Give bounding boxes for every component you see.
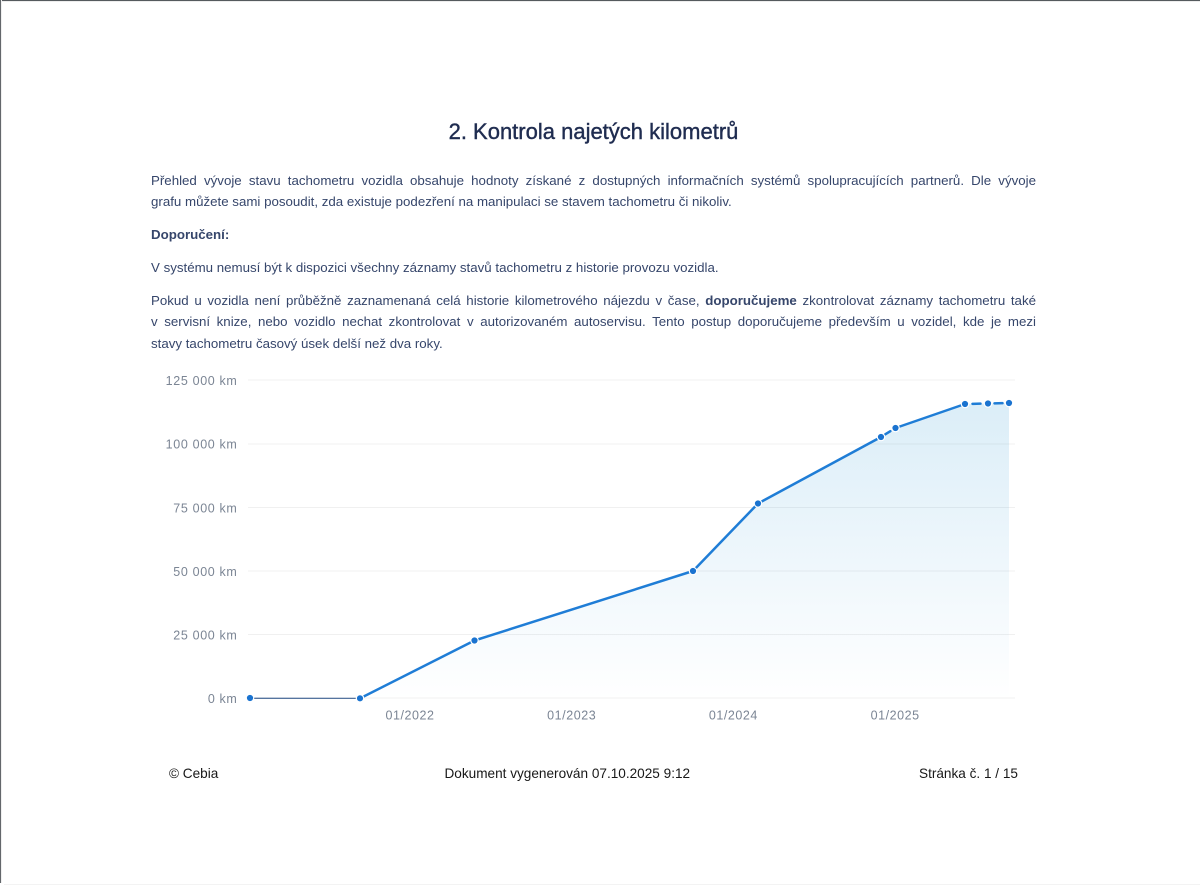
svg-text:75 000 km: 75 000 km [173,501,237,515]
svg-text:100 000 km: 100 000 km [166,438,238,452]
svg-text:01/2022: 01/2022 [385,709,434,723]
svg-text:01/2025: 01/2025 [871,709,920,723]
svg-text:0 km: 0 km [208,692,238,706]
svg-text:01/2023: 01/2023 [547,709,596,723]
svg-text:125 000 km: 125 000 km [166,374,238,388]
svg-text:50 000 km: 50 000 km [173,565,237,579]
svg-text:01/2024: 01/2024 [709,709,758,723]
svg-text:25 000 km: 25 000 km [173,629,237,643]
